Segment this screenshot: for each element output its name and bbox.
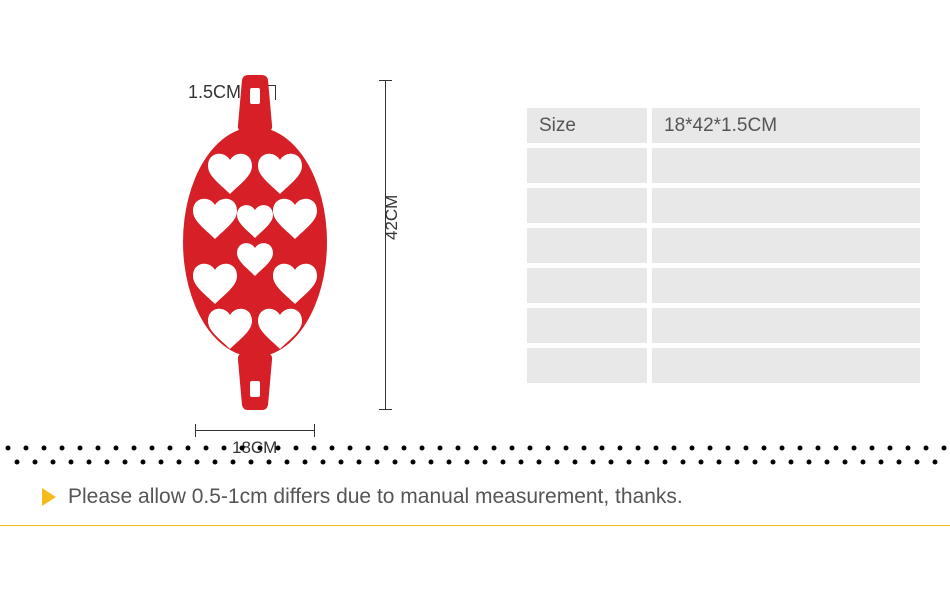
table-cell-value: 18*42*1.5CM [652,108,920,143]
product-diagram: 1.5CM 42CM 18CM [0,30,450,430]
specs-table: Size18*42*1.5CM [527,108,920,388]
table-cell-value [652,188,920,223]
table-row [527,188,920,223]
table-row [527,308,920,343]
table-row: Size18*42*1.5CM [527,108,920,143]
height-dimension-line [385,80,386,410]
measurement-note-text: Please allow 0.5-1cm differs due to manu… [68,485,683,509]
table-cell-value [652,308,920,343]
table-cell-label [527,188,647,223]
table-cell-label [527,148,647,183]
table-cell-value [652,228,920,263]
dotted-divider [0,440,950,470]
height-dimension-text: 42CM [382,195,402,240]
table-cell-value [652,348,920,383]
table-cell-label [527,308,647,343]
bottom-divider-line [0,525,950,526]
table-cell-value [652,148,920,183]
table-row [527,148,920,183]
table-cell-value [652,268,920,303]
table-cell-label [527,228,647,263]
table-row [527,268,920,303]
table-cell-label: Size [527,108,647,143]
product-shape [170,70,340,415]
width-dimension-line [195,430,315,431]
table-row [527,348,920,383]
measurement-note-row: Please allow 0.5-1cm differs due to manu… [0,485,950,509]
table-cell-label [527,268,647,303]
table-cell-label [527,348,647,383]
table-row [527,228,920,263]
triangle-icon [42,488,56,506]
